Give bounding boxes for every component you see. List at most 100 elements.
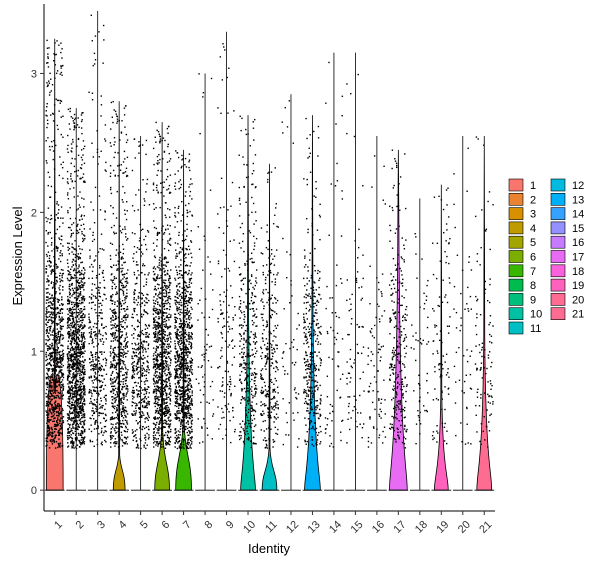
point xyxy=(47,245,49,247)
point xyxy=(170,341,172,343)
point xyxy=(45,302,48,304)
point xyxy=(162,338,164,340)
point xyxy=(139,345,141,347)
point xyxy=(124,126,126,128)
point xyxy=(73,364,76,366)
point xyxy=(59,350,61,353)
violin-3 xyxy=(87,10,108,491)
point xyxy=(169,305,172,308)
point xyxy=(59,377,62,379)
point xyxy=(77,117,79,119)
point xyxy=(169,362,172,364)
point xyxy=(174,345,177,347)
point xyxy=(77,406,79,408)
point xyxy=(73,292,75,295)
point xyxy=(80,331,83,334)
point xyxy=(90,400,92,403)
point xyxy=(134,342,136,345)
point xyxy=(163,343,165,345)
point xyxy=(169,336,171,338)
point xyxy=(165,374,167,377)
point xyxy=(159,138,162,140)
point xyxy=(46,414,48,416)
point xyxy=(157,418,159,420)
point xyxy=(79,257,81,260)
point xyxy=(69,388,72,390)
point xyxy=(111,399,114,401)
point xyxy=(76,444,79,446)
point xyxy=(132,260,135,263)
point xyxy=(98,357,100,359)
point xyxy=(79,396,82,399)
point xyxy=(115,232,117,234)
point xyxy=(167,347,170,350)
point xyxy=(52,411,54,414)
point xyxy=(103,378,105,380)
point xyxy=(156,266,159,268)
point xyxy=(79,356,81,358)
point xyxy=(55,411,58,413)
point xyxy=(170,428,172,431)
point xyxy=(120,305,122,308)
point xyxy=(51,331,54,333)
point xyxy=(88,332,91,334)
point xyxy=(74,395,76,398)
point xyxy=(48,94,51,96)
point xyxy=(46,444,48,446)
violin-group-2 xyxy=(66,107,87,491)
point xyxy=(69,387,71,389)
point xyxy=(52,150,55,152)
point xyxy=(164,398,167,400)
violin-group-4 xyxy=(109,100,130,491)
point xyxy=(112,319,115,322)
point xyxy=(55,98,57,100)
point xyxy=(139,408,141,410)
point xyxy=(147,229,149,232)
point xyxy=(69,311,71,314)
point xyxy=(57,380,59,382)
point xyxy=(73,402,76,404)
point xyxy=(67,226,70,229)
point xyxy=(71,389,73,391)
point xyxy=(79,393,81,396)
point xyxy=(162,360,164,363)
point xyxy=(45,351,48,354)
point xyxy=(147,343,150,345)
point xyxy=(53,351,55,354)
point xyxy=(123,436,126,439)
point xyxy=(180,220,182,222)
point xyxy=(77,432,80,435)
point xyxy=(91,354,94,356)
point xyxy=(75,406,77,408)
point xyxy=(62,308,64,310)
point xyxy=(59,238,61,241)
point xyxy=(114,303,116,305)
point xyxy=(147,413,149,415)
point xyxy=(47,416,49,419)
point xyxy=(124,273,126,275)
point xyxy=(78,337,80,340)
point xyxy=(74,333,76,335)
point xyxy=(60,410,62,413)
point xyxy=(92,234,94,236)
point xyxy=(120,348,122,350)
point xyxy=(75,392,78,394)
point xyxy=(70,274,72,276)
point xyxy=(82,308,85,311)
point xyxy=(58,392,61,394)
point xyxy=(57,212,59,214)
point xyxy=(69,388,71,390)
point xyxy=(70,276,73,278)
point xyxy=(123,107,126,109)
point xyxy=(95,358,97,360)
point xyxy=(74,406,77,408)
point xyxy=(75,395,78,397)
point xyxy=(120,308,123,310)
point xyxy=(135,419,138,422)
point xyxy=(179,313,181,316)
point xyxy=(75,229,78,231)
point xyxy=(51,403,53,406)
point xyxy=(46,126,48,129)
point xyxy=(61,320,63,322)
point xyxy=(166,272,168,275)
